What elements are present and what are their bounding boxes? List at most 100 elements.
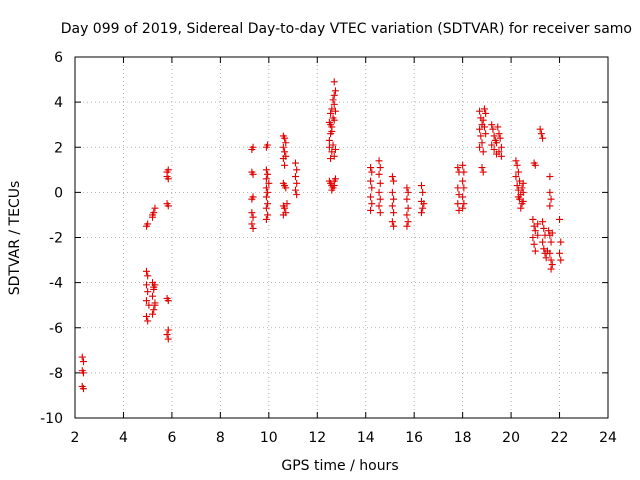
data-point-marker (403, 195, 411, 203)
y-tick-label: -8 (49, 366, 63, 382)
data-point-marker (164, 297, 172, 305)
data-point-marker (388, 218, 396, 226)
data-point-marker (536, 125, 544, 133)
data-point-marker (262, 204, 270, 212)
data-point-marker (249, 213, 257, 221)
x-axis-label: GPS time / hours (281, 458, 398, 474)
data-point-marker (264, 200, 272, 208)
data-point-marker (149, 292, 157, 300)
data-point-marker (478, 164, 486, 172)
data-point-marker (282, 139, 290, 147)
data-point-marker (547, 256, 555, 264)
data-point-marker (403, 211, 411, 219)
data-point-marker (248, 220, 256, 228)
x-tick-label: 8 (216, 430, 225, 446)
data-point-marker (249, 193, 257, 201)
data-point-marker (164, 202, 172, 210)
data-point-marker (145, 301, 153, 309)
data-point-marker (547, 238, 555, 246)
data-point-marker (328, 127, 336, 135)
data-point-marker (531, 247, 539, 255)
data-point-marker (331, 107, 339, 115)
data-point-marker (454, 200, 462, 208)
data-point-marker (548, 229, 556, 237)
chart-title: Day 099 of 2019, Sidereal Day-to-day VTE… (61, 21, 632, 37)
data-point-marker (417, 209, 425, 217)
data-point-marker (459, 177, 467, 185)
data-point-marker (460, 184, 468, 192)
data-point-marker (390, 222, 398, 230)
data-point-marker (78, 353, 86, 361)
data-point-marker (142, 312, 150, 320)
data-point-marker (375, 202, 383, 210)
data-point-marker (459, 204, 467, 212)
data-point-marker (368, 168, 376, 176)
data-point-marker (375, 188, 383, 196)
data-point-marker (519, 188, 527, 196)
data-point-marker (327, 155, 335, 163)
data-point-marker (264, 188, 272, 196)
data-point-marker (496, 134, 504, 142)
data-point-marker (248, 209, 256, 217)
data-point-marker (279, 211, 287, 219)
data-point-marker (281, 148, 289, 156)
data-point-marker (539, 134, 547, 142)
data-point-marker (417, 182, 425, 190)
data-point-marker (534, 231, 542, 239)
data-point-marker (513, 161, 521, 169)
data-point-marker (249, 224, 257, 232)
x-tick-label: 10 (260, 430, 278, 446)
data-point-marker (531, 161, 539, 169)
data-point-marker (142, 267, 150, 275)
data-point-marker (293, 179, 301, 187)
data-point-marker (151, 301, 159, 309)
data-point-marker (281, 134, 289, 142)
grid-lines (75, 57, 608, 418)
y-tick-label: 2 (54, 140, 63, 156)
data-point-marker (490, 146, 498, 154)
data-point-marker (514, 186, 522, 194)
data-point-marker (556, 249, 564, 257)
data-point-marker (331, 87, 339, 95)
data-point-marker (530, 222, 538, 230)
data-point-marker (262, 193, 270, 201)
data-point-marker (478, 139, 486, 147)
data-point-marker (388, 202, 396, 210)
data-markers (78, 78, 565, 393)
data-point-marker (279, 155, 287, 163)
data-point-marker (330, 78, 338, 86)
data-point-marker (518, 184, 526, 192)
data-point-marker (494, 123, 502, 131)
data-point-marker (477, 132, 485, 140)
data-point-marker (328, 105, 336, 113)
data-point-marker (144, 220, 152, 228)
data-point-marker (390, 209, 398, 217)
data-point-marker (455, 206, 463, 214)
data-point-marker (367, 206, 375, 214)
data-point-marker (281, 161, 289, 169)
data-point-marker (291, 159, 299, 167)
data-point-marker (557, 238, 565, 246)
data-point-marker (164, 166, 172, 174)
y-tick-label: -4 (49, 276, 63, 292)
data-point-marker (327, 109, 335, 117)
data-point-marker (529, 234, 537, 241)
x-tick-label: 20 (502, 430, 520, 446)
data-point-marker (482, 130, 490, 138)
data-point-marker (330, 100, 338, 108)
data-point-marker (149, 211, 157, 219)
data-point-marker (514, 168, 522, 176)
data-point-marker (330, 91, 338, 99)
data-point-marker (390, 177, 398, 185)
data-point-marker (546, 188, 554, 196)
data-point-marker (367, 177, 375, 185)
data-point-marker (404, 188, 412, 196)
data-point-marker (367, 193, 375, 201)
data-point-marker (331, 175, 339, 183)
data-point-marker (375, 170, 383, 178)
data-point-marker (454, 164, 462, 172)
data-point-marker (403, 222, 411, 230)
data-point-marker (150, 306, 158, 314)
data-point-marker (516, 177, 524, 185)
